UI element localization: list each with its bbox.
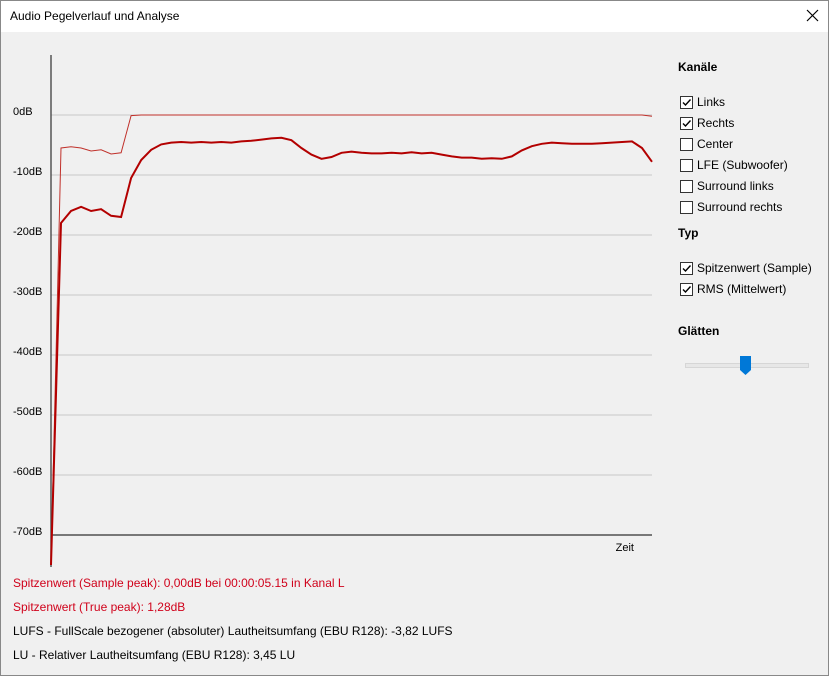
checkbox-label[interactable]: LFE (Subwoofer) [697, 158, 788, 172]
checkbox-label[interactable]: Rechts [697, 116, 735, 130]
group-heading: Typ [678, 226, 699, 240]
checkbox-label[interactable]: Surround rechts [697, 200, 783, 214]
checkbox-label[interactable]: Links [697, 95, 726, 109]
info-text: LUFS - FullScale bezogener (absoluter) L… [13, 624, 453, 638]
y-tick-label: -50dB [13, 406, 42, 418]
info-text: Spitzenwert (Sample peak): 0,00dB bei 00… [13, 576, 345, 590]
checkbox[interactable] [680, 95, 693, 109]
checkbox-row[interactable]: Links [680, 94, 725, 110]
group-heading: Kanäle [678, 60, 718, 74]
check-mark [682, 264, 692, 272]
checkbox[interactable] [680, 137, 693, 151]
series-line [50, 114, 653, 566]
checkbox[interactable] [680, 200, 693, 214]
check-mark [682, 119, 692, 127]
check-mark [682, 285, 692, 293]
slider-thumb[interactable] [739, 355, 753, 377]
title-bar: Audio Pegelverlauf und Analyse [0, 0, 829, 32]
y-tick-label: -30dB [13, 286, 42, 298]
y-tick-label: -20dB [13, 226, 42, 238]
checkbox[interactable] [680, 158, 693, 172]
info-text: Spitzenwert (True peak): 1,28dB [13, 600, 186, 614]
series-line [50, 136, 653, 566]
checkbox-row[interactable]: Center [680, 136, 733, 152]
checkbox-label[interactable]: Spitzenwert (Sample) [697, 261, 812, 275]
check-mark [682, 98, 692, 106]
close-button[interactable] [806, 9, 820, 23]
checkbox-row[interactable]: LFE (Subwoofer) [680, 157, 788, 173]
group-heading: Glätten [678, 324, 720, 338]
y-tick-label: -40dB [13, 346, 42, 358]
window-title: Audio Pegelverlauf und Analyse [10, 9, 180, 23]
y-tick-label: -10dB [13, 166, 42, 178]
checkbox-row[interactable]: Rechts [680, 115, 734, 131]
checkbox[interactable] [680, 179, 693, 193]
checkbox[interactable] [680, 282, 693, 296]
checkbox-row[interactable]: RMS (Mittelwert) [680, 281, 786, 297]
checkbox-row[interactable]: Surround links [680, 178, 774, 194]
checkbox[interactable] [680, 116, 693, 130]
y-tick-label: 0dB [13, 106, 33, 118]
y-tick-label: -70dB [13, 526, 42, 538]
x-axis-label: Zeit [616, 542, 634, 554]
info-text: LU - Relativer Lautheitsumfang (EBU R128… [13, 648, 296, 662]
checkbox-row[interactable]: Surround rechts [680, 199, 782, 215]
checkbox-row[interactable]: Spitzenwert (Sample) [680, 260, 812, 276]
checkbox[interactable] [680, 261, 693, 275]
checkbox-label[interactable]: RMS (Mittelwert) [697, 282, 787, 296]
y-tick-label: -60dB [13, 466, 42, 478]
checkbox-label[interactable]: Surround links [697, 179, 774, 193]
checkbox-label[interactable]: Center [697, 137, 734, 151]
